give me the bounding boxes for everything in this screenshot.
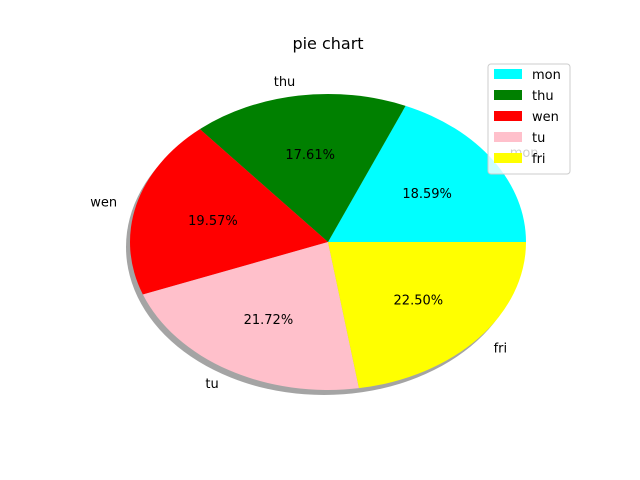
legend-swatch-mon xyxy=(494,69,522,79)
legend-label-mon: mon xyxy=(532,68,561,83)
percent-label-tu: 21.72% xyxy=(244,313,294,328)
pie-slice-thu xyxy=(199,94,406,242)
percent-label-fri: 22.50% xyxy=(394,294,444,309)
legend: mon thu wen tu fri xyxy=(487,63,571,175)
chart-title: pie chart xyxy=(292,34,363,53)
legend-swatch-thu xyxy=(494,90,522,100)
legend-label-fri: fri xyxy=(532,152,546,167)
pie-slice-fri xyxy=(328,242,526,389)
percent-labels: 18.59% 17.61% 19.57% 21.72% 22.50% xyxy=(188,148,452,328)
legend-label-tu: tu xyxy=(532,131,545,146)
legend-label-thu: thu xyxy=(532,89,554,104)
legend-swatch-tu xyxy=(494,132,522,142)
percent-label-mon: 18.59% xyxy=(402,187,452,202)
percent-label-thu: 17.61% xyxy=(285,148,335,163)
legend-label-wen: wen xyxy=(532,110,559,125)
legend-swatch-fri xyxy=(494,153,522,163)
pie-slice-wen xyxy=(130,129,328,295)
pie-slice-tu xyxy=(142,242,359,391)
slice-label-thu: thu xyxy=(274,75,296,90)
slice-label-fri: fri xyxy=(494,342,508,357)
percent-label-wen: 19.57% xyxy=(188,214,238,229)
slice-label-wen: wen xyxy=(90,195,117,210)
legend-swatch-wen xyxy=(494,111,522,121)
pie-slice-mon xyxy=(328,105,526,243)
slice-label-tu: tu xyxy=(205,377,218,392)
pie-slices xyxy=(130,94,526,391)
